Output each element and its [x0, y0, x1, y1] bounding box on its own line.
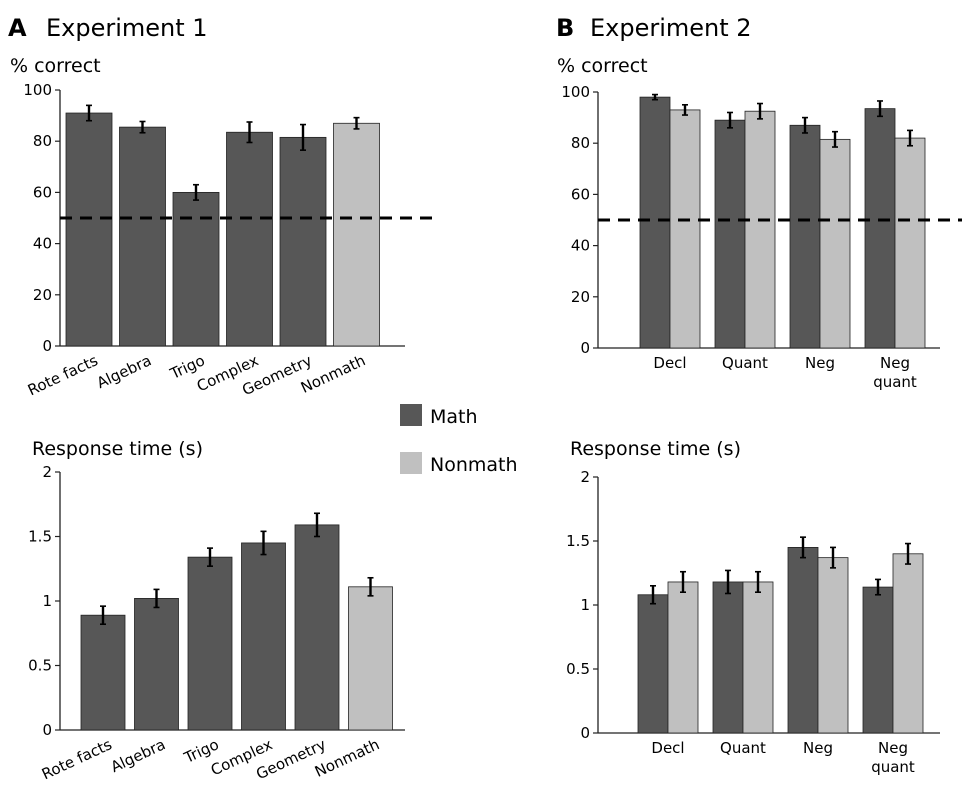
- legend-label-nonmath: Nonmath: [430, 454, 518, 476]
- y-tick-label: 0.5: [28, 657, 52, 675]
- y-axis-label: % correct: [10, 55, 101, 77]
- chart-exp1-rt: Response time (s) 0 0.5 1 1.5 2 Rote factsAlge…: [28, 438, 405, 783]
- y-tick-label: 2: [42, 463, 52, 481]
- bar: [894, 137, 926, 349]
- bar: [892, 553, 924, 734]
- y-tick-label: 1.5: [566, 532, 590, 550]
- bar: [669, 109, 701, 349]
- bar: [172, 191, 220, 347]
- y-tick-label: 60: [33, 183, 52, 201]
- bar: [241, 542, 286, 731]
- x-tick-label-line: Quant: [722, 354, 768, 372]
- bar: [333, 122, 380, 347]
- bar: [789, 124, 821, 349]
- x-tick-label-line: Neg: [805, 354, 835, 372]
- y-axis-label: Response time (s): [570, 438, 741, 460]
- x-tick-label: Neg: [805, 354, 835, 372]
- x-tick-label: Rote facts: [25, 351, 101, 399]
- bar: [864, 108, 896, 349]
- y-tick-label: 0: [42, 721, 52, 739]
- y-tick-label: 0: [580, 724, 590, 742]
- x-tick-label: Neg: [803, 739, 833, 757]
- legend-swatch-math: [400, 404, 422, 426]
- x-tick-label: Neg quant: [871, 739, 915, 776]
- x-tick-label: Quant: [722, 354, 768, 372]
- bar: [279, 136, 327, 347]
- y-tick-label: 100: [561, 83, 590, 101]
- legend-label-math: Math: [430, 406, 478, 428]
- y-tick-label: 2: [580, 468, 590, 486]
- y-tick-label: 80: [571, 134, 590, 152]
- bar: [639, 96, 671, 349]
- y-tick-label: 1: [580, 596, 590, 614]
- y-axis-label: % correct: [557, 55, 648, 77]
- x-tick-label-line: Neg: [878, 739, 908, 757]
- y-tick-label: 60: [571, 185, 590, 203]
- bar: [712, 581, 744, 734]
- bar: [787, 547, 819, 734]
- x-tick-label: Rote facts: [39, 735, 115, 783]
- bar: [80, 614, 126, 731]
- panel-a-title: Experiment 1: [46, 14, 208, 42]
- bar: [348, 586, 393, 731]
- y-tick-label: 1.5: [28, 528, 52, 546]
- bar: [817, 557, 849, 734]
- y-tick-label: 80: [33, 132, 52, 150]
- y-tick-label: 0: [580, 339, 590, 357]
- bar: [637, 594, 669, 734]
- bar: [119, 126, 166, 347]
- bar: [134, 598, 179, 731]
- panel-a-letter: A: [8, 14, 27, 42]
- x-tick-label-line: Neg: [880, 354, 910, 372]
- bar: [742, 581, 774, 734]
- bar: [862, 586, 894, 734]
- x-tick-label: Algebra: [94, 351, 154, 392]
- x-tick-label-line: Decl: [651, 739, 684, 757]
- bar: [187, 556, 233, 731]
- y-tick-label: 40: [33, 235, 52, 253]
- legend-swatch-nonmath: [400, 452, 422, 474]
- x-tick-label: Algebra: [108, 735, 168, 776]
- y-tick-label: 0.5: [566, 660, 590, 678]
- y-tick-label: 20: [33, 286, 52, 304]
- x-tick-label-line: quant: [871, 758, 915, 776]
- panel-b-title: Experiment 2: [590, 14, 752, 42]
- y-tick-label: 1: [42, 592, 52, 610]
- bar: [65, 112, 113, 347]
- y-tick-label: 0: [42, 337, 52, 355]
- y-tick-label: 40: [571, 237, 590, 255]
- bar: [819, 138, 851, 349]
- bar: [667, 581, 699, 734]
- bar: [744, 110, 776, 349]
- x-tick-label: Decl: [653, 354, 686, 372]
- y-tick-label: 100: [23, 81, 52, 99]
- y-axis-label: Response time (s): [32, 438, 203, 460]
- x-tick-label: Decl: [651, 739, 684, 757]
- bar: [294, 524, 340, 731]
- bar: [226, 131, 273, 347]
- panel-b-letter: B: [556, 14, 574, 42]
- x-tick-label: Quant: [720, 739, 766, 757]
- x-tick-label-line: Decl: [653, 354, 686, 372]
- x-tick-label: Neg quant: [873, 354, 917, 391]
- y-tick-label: 20: [571, 288, 590, 306]
- x-tick-label-line: quant: [873, 373, 917, 391]
- bar: [714, 119, 746, 349]
- x-tick-label-line: Quant: [720, 739, 766, 757]
- x-tick-label-line: Neg: [803, 739, 833, 757]
